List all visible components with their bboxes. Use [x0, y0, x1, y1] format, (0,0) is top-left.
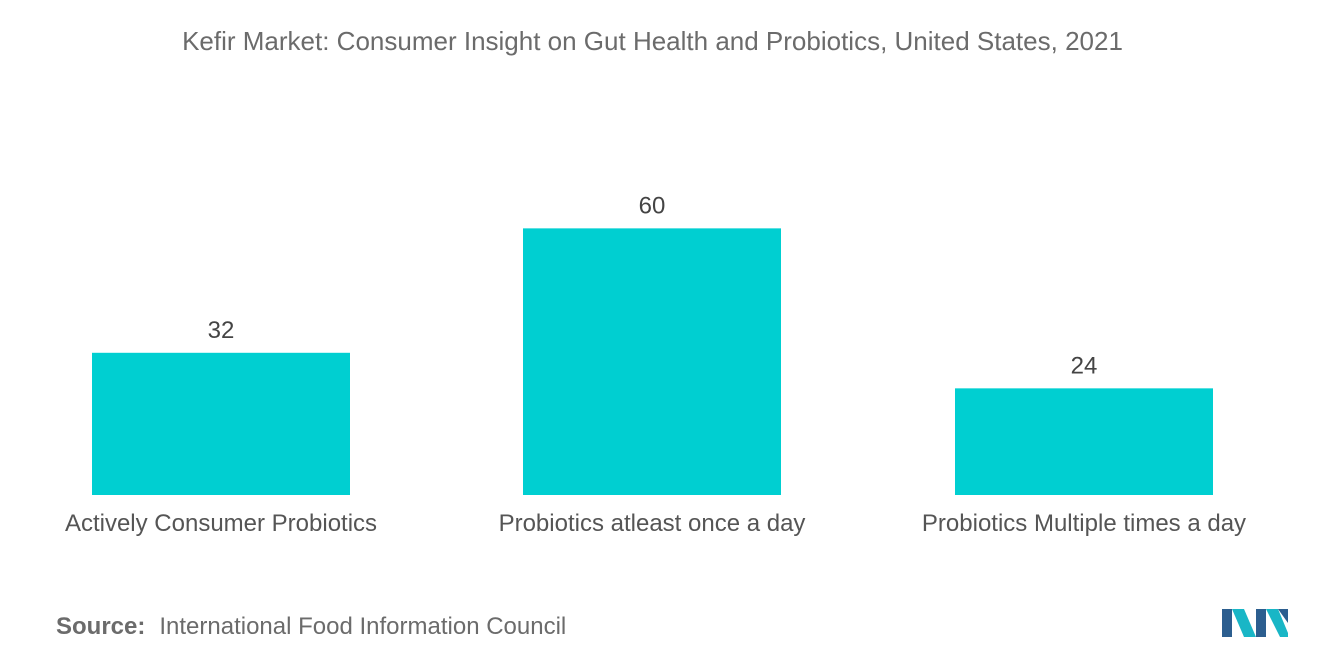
source-label: Source:	[56, 613, 146, 640]
bar-3	[955, 388, 1213, 495]
data-label-1: 32	[208, 317, 235, 344]
mordor-intelligence-logo-icon	[1222, 609, 1288, 637]
logo-shape-5	[1278, 609, 1288, 623]
logo-shape-1	[1222, 609, 1232, 637]
source-line: Source: International Food Information Co…	[56, 613, 566, 641]
data-label-3: 24	[1071, 352, 1098, 379]
data-label-2: 60	[639, 192, 666, 219]
source-text: International Food Information Council	[159, 613, 567, 640]
logo-shape-2	[1232, 609, 1256, 637]
logo-shape-3	[1256, 609, 1266, 637]
bar-2	[523, 228, 781, 496]
logo-shape-4	[1266, 609, 1288, 637]
bar-1	[92, 352, 350, 495]
chart-title: Kefir Market: Consumer Insight on Gut He…	[182, 26, 1123, 56]
category-label-3: Probiotics Multiple times a day	[922, 510, 1246, 537]
category-label-2: Probiotics atleast once a day	[499, 510, 806, 537]
category-label-1: Actively Consumer Probiotics	[65, 510, 377, 537]
bar-chart: 32 Actively Consumer Probiotics 60 Probioti…	[65, 192, 1246, 537]
